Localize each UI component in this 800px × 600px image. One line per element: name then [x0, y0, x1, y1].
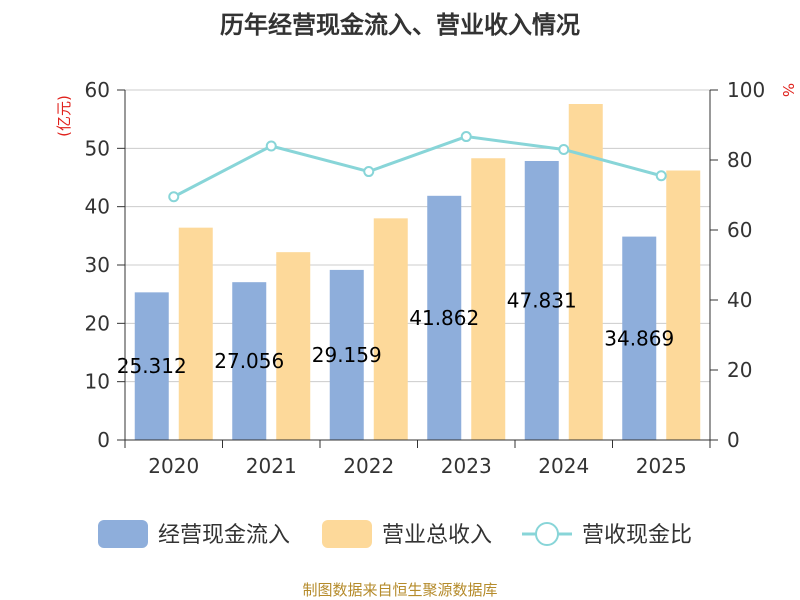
bar-value-label: 47.831 — [507, 288, 577, 312]
left-tick-label: 60 — [85, 78, 110, 102]
ratio-point — [168, 191, 180, 203]
legend: 经营现金流入 营业总收入 营收现金比 — [98, 520, 692, 548]
right-axis-unit: % — [779, 83, 797, 97]
ratio-point — [655, 170, 667, 182]
gridlines — [125, 89, 710, 383]
bar-revenue — [276, 252, 311, 440]
right-tick-label: 20 — [727, 358, 752, 382]
axes: 0 10 20 30 40 50 60 0 20 40 60 80 100 2020 2021 2022 202… — [85, 78, 766, 478]
x-tick-label: 2025 — [636, 454, 687, 478]
data-labels: 25.312 27.056 29.159 41.862 47.831 34.869 — [117, 288, 674, 378]
bar-value-label: 29.159 — [312, 343, 382, 367]
bar-cash-inflow — [232, 282, 267, 440]
bar-revenue — [373, 218, 408, 440]
source-note: 制图数据来自恒生聚源数据库 — [302, 581, 497, 599]
right-tick-label: 0 — [727, 428, 740, 452]
x-tick-label: 2020 — [148, 454, 199, 478]
legend-swatch — [98, 520, 148, 548]
left-tick-label: 40 — [85, 195, 110, 219]
bar-value-label: 34.869 — [604, 326, 674, 350]
left-tick-label: 30 — [85, 253, 110, 277]
bar-cash-inflow — [427, 195, 462, 440]
left-tick-label: 0 — [97, 428, 110, 452]
bar-cash-inflow — [134, 292, 169, 440]
legend-swatch — [322, 520, 372, 548]
bar-revenue — [178, 227, 213, 440]
x-tick-label: 2024 — [538, 454, 589, 478]
right-tick-label: 100 — [727, 78, 765, 102]
bar-cash-inflow — [622, 236, 657, 440]
bar-revenue — [471, 158, 506, 440]
ratio-line — [173, 135, 662, 199]
ratio-point — [265, 140, 277, 152]
right-tick-label: 60 — [727, 218, 752, 242]
right-tick-label: 40 — [727, 288, 752, 312]
bar-revenue — [666, 170, 701, 440]
chart-title: 历年经营现金流入、营业收入情况 — [220, 11, 580, 39]
ratio-point — [460, 131, 472, 143]
legend-label: 营收现金比 — [582, 523, 692, 548]
bar-value-label: 25.312 — [117, 354, 187, 378]
legend-marker — [535, 522, 559, 546]
left-axis-unit: (亿元) — [55, 95, 73, 137]
legend-label: 经营现金流入 — [158, 523, 290, 548]
left-tick-label: 50 — [85, 136, 110, 160]
line-series — [168, 131, 667, 203]
ratio-point — [558, 144, 570, 155]
left-tick-label: 20 — [85, 311, 110, 335]
bars — [134, 104, 701, 440]
bar-cash-inflow — [524, 160, 559, 440]
x-tick-label: 2022 — [343, 454, 394, 478]
right-tick-label: 80 — [727, 148, 752, 172]
bar-cash-inflow — [329, 269, 364, 440]
bar-value-label: 27.056 — [214, 349, 284, 373]
left-tick-label: 10 — [85, 370, 110, 394]
x-tick-label: 2023 — [441, 454, 492, 478]
ratio-point — [363, 166, 375, 178]
x-tick-label: 2021 — [246, 454, 297, 478]
legend-label: 营业总收入 — [382, 523, 492, 548]
bar-value-label: 41.862 — [409, 306, 479, 330]
